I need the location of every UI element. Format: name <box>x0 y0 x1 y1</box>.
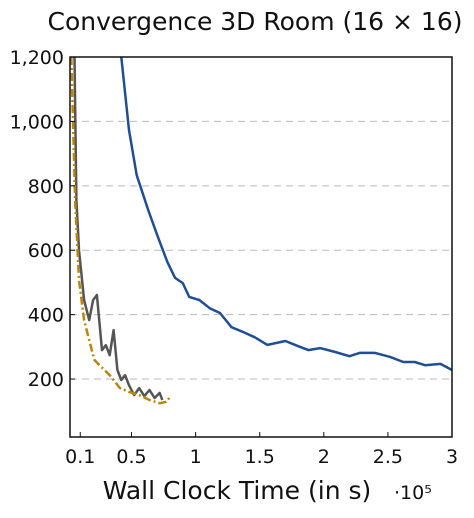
plot-frame <box>69 56 453 438</box>
ticks: 200 400 600 800 1,000 1,200 0.1 0.5 1 1.5 2 2.5 3 <box>10 47 458 468</box>
x-axis-label: Wall Clock Time (in s) <box>103 476 372 505</box>
y-tick-label: 1,000 <box>10 111 64 133</box>
series-line <box>73 57 164 401</box>
x-tick-label: 2.5 <box>373 446 403 468</box>
y-tick-label: 400 <box>28 305 64 327</box>
series-line <box>120 57 452 372</box>
chart-title: Convergence 3D Room (16 × 16) <box>48 7 463 36</box>
x-tick-label: 1 <box>190 446 202 468</box>
y-tick-label: 200 <box>28 369 64 391</box>
y-tick-label: 800 <box>28 176 64 198</box>
x-axis-multiplier: ·10⁵ <box>394 482 432 504</box>
x-tick-label: 1.5 <box>245 446 275 468</box>
x-tick-label: 3 <box>446 446 458 468</box>
y-tick-label: 600 <box>28 240 64 262</box>
plot-area <box>70 57 452 405</box>
x-tick-label: 2 <box>318 446 330 468</box>
series-line <box>70 57 171 405</box>
y-tick-label: 1,200 <box>10 47 64 69</box>
x-tick-label: 0.1 <box>65 446 95 468</box>
x-tick-label: 0.5 <box>116 446 146 468</box>
